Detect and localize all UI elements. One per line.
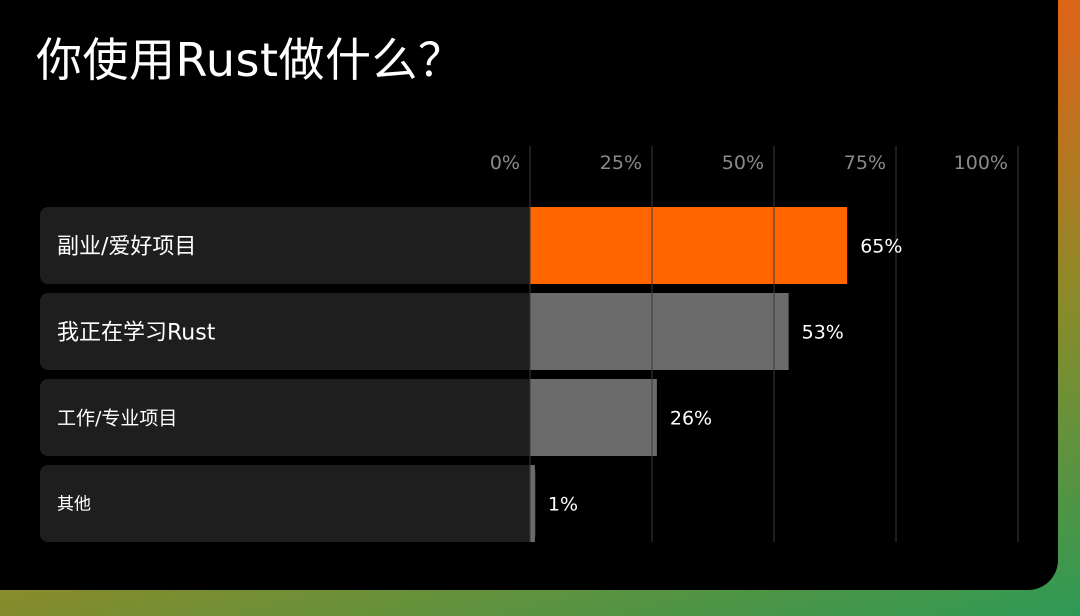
bar-track [40, 207, 536, 284]
data-label: 65% [860, 236, 902, 258]
category-label: 其他 [57, 495, 91, 515]
page-title: 你使用Rust做什么？ [36, 33, 465, 87]
tick-label: 0% [490, 152, 520, 174]
tick-label: 100% [954, 152, 1008, 174]
bar-track [40, 465, 536, 542]
data-label: 26% [670, 408, 712, 430]
tick-label: 75% [844, 152, 886, 174]
bar [530, 293, 789, 370]
category-label: 我正在学习Rust [57, 320, 216, 345]
category-label: 工作/专业项目 [57, 407, 177, 429]
bar-highlight [530, 207, 848, 284]
data-label: 1% [548, 494, 578, 516]
bar [530, 379, 657, 456]
bar-track [40, 293, 536, 370]
data-label: 53% [802, 322, 844, 344]
chart-panel: 你使用Rust做什么？ 0% 25% 50% 75% 100% 副业/爱好项目 我正在学习R… [0, 0, 1058, 590]
tick-label: 50% [722, 152, 764, 174]
bar-track [40, 379, 536, 456]
category-label: 副业/爱好项目 [57, 234, 196, 259]
bar [530, 465, 535, 542]
tick-label: 25% [600, 152, 642, 174]
